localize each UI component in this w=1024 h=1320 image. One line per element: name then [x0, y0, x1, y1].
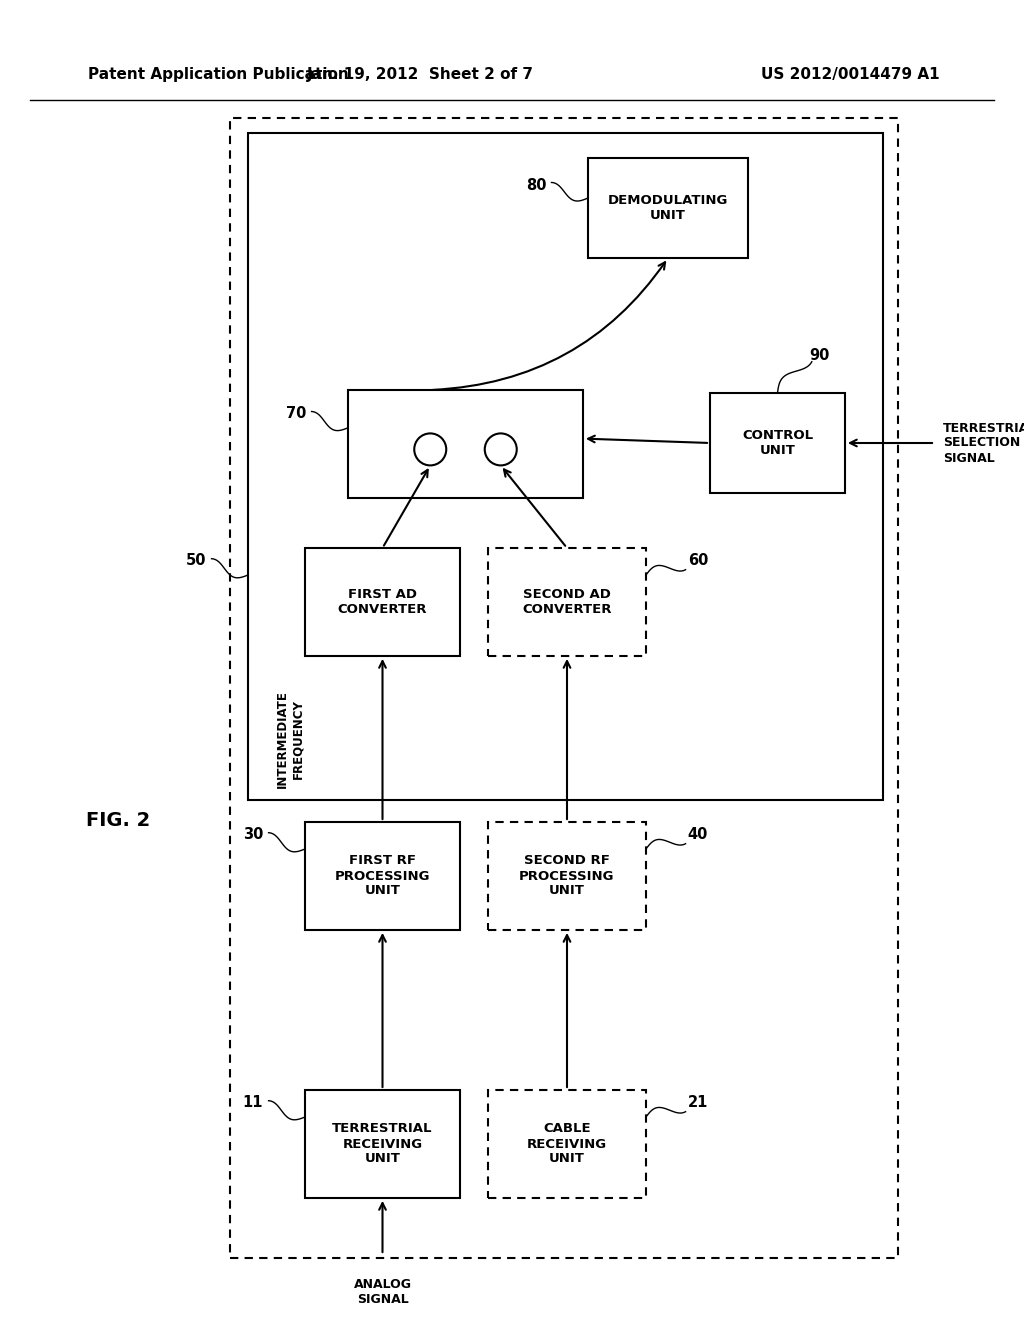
Text: CABLE
RECEIVING
UNIT: CABLE RECEIVING UNIT: [527, 1122, 607, 1166]
Circle shape: [484, 433, 517, 466]
Text: 40: 40: [688, 828, 709, 842]
Text: FIRST RF
PROCESSING
UNIT: FIRST RF PROCESSING UNIT: [335, 854, 430, 898]
Bar: [305, 822, 460, 931]
Text: FIRST AD
CONVERTER: FIRST AD CONVERTER: [338, 587, 427, 616]
Text: TERRESTRIAL
RECEIVING
UNIT: TERRESTRIAL RECEIVING UNIT: [332, 1122, 433, 1166]
Text: SECOND AD
CONVERTER: SECOND AD CONVERTER: [522, 587, 611, 616]
Text: 60: 60: [688, 553, 709, 569]
Text: Jan. 19, 2012  Sheet 2 of 7: Jan. 19, 2012 Sheet 2 of 7: [306, 67, 534, 82]
Circle shape: [415, 433, 446, 466]
Text: SECOND RF
PROCESSING
UNIT: SECOND RF PROCESSING UNIT: [519, 854, 614, 898]
Bar: [488, 548, 646, 656]
Bar: [348, 389, 583, 498]
Text: 30: 30: [243, 828, 263, 842]
Text: Patent Application Publication: Patent Application Publication: [88, 67, 349, 82]
Text: ANALOG
SIGNAL: ANALOG SIGNAL: [353, 1278, 412, 1305]
Bar: [488, 822, 646, 931]
Bar: [488, 1090, 646, 1199]
Bar: [588, 158, 748, 257]
Text: 21: 21: [688, 1096, 709, 1110]
Bar: [230, 117, 898, 1258]
Bar: [710, 393, 845, 492]
Text: FIG. 2: FIG. 2: [86, 810, 151, 829]
Text: CONTROL
UNIT: CONTROL UNIT: [742, 429, 813, 457]
Text: 11: 11: [243, 1096, 263, 1110]
Bar: [305, 1090, 460, 1199]
Text: 50: 50: [185, 553, 206, 569]
Text: 90: 90: [809, 347, 829, 363]
Text: 80: 80: [525, 177, 546, 193]
Text: DEMODULATING
UNIT: DEMODULATING UNIT: [608, 194, 728, 222]
Text: US 2012/0014479 A1: US 2012/0014479 A1: [762, 67, 940, 82]
Bar: [248, 133, 883, 800]
Text: TERRESTRIAL
SELECTION
SIGNAL: TERRESTRIAL SELECTION SIGNAL: [943, 421, 1024, 465]
Text: 70: 70: [286, 407, 306, 421]
Bar: [305, 548, 460, 656]
Text: INTERMEDIATE
FREQUENCY: INTERMEDIATE FREQUENCY: [276, 690, 304, 788]
